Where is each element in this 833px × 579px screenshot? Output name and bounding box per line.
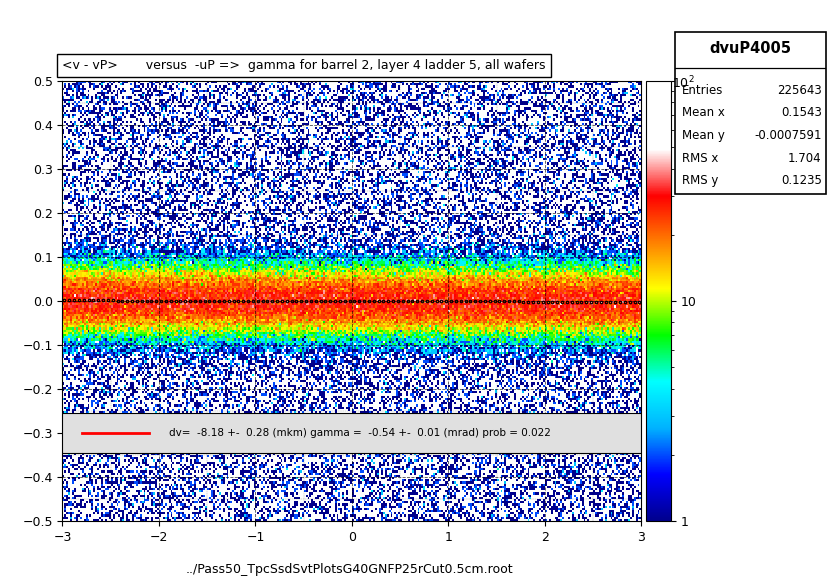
Text: 0.1543: 0.1543 — [781, 107, 822, 119]
Bar — [62, 413, 641, 453]
Text: RMS y: RMS y — [682, 174, 719, 188]
Text: dvuP4005: dvuP4005 — [710, 41, 791, 56]
Text: $\mathregular{10^2}$: $\mathregular{10^2}$ — [672, 75, 695, 91]
Text: 225643: 225643 — [777, 84, 822, 97]
Text: RMS x: RMS x — [682, 152, 719, 165]
Text: Mean x: Mean x — [682, 107, 726, 119]
Text: ../Pass50_TpcSsdSvtPlotsG40GNFP25rCut0.5cm.root: ../Pass50_TpcSsdSvtPlotsG40GNFP25rCut0.5… — [186, 563, 514, 576]
Text: Mean y: Mean y — [682, 129, 726, 142]
Text: dv=  -8.18 +-  0.28 (mkm) gamma =  -0.54 +-  0.01 (mrad) prob = 0.022: dv= -8.18 +- 0.28 (mkm) gamma = -0.54 +-… — [168, 428, 551, 438]
Text: 1.704: 1.704 — [788, 152, 822, 165]
Text: <v - vP>       versus  -uP =>  gamma for barrel 2, layer 4 ladder 5, all wafers: <v - vP> versus -uP => gamma for barrel … — [62, 60, 546, 72]
Text: -0.0007591: -0.0007591 — [755, 129, 822, 142]
Text: 0.1235: 0.1235 — [781, 174, 822, 188]
Text: Entries: Entries — [682, 84, 724, 97]
